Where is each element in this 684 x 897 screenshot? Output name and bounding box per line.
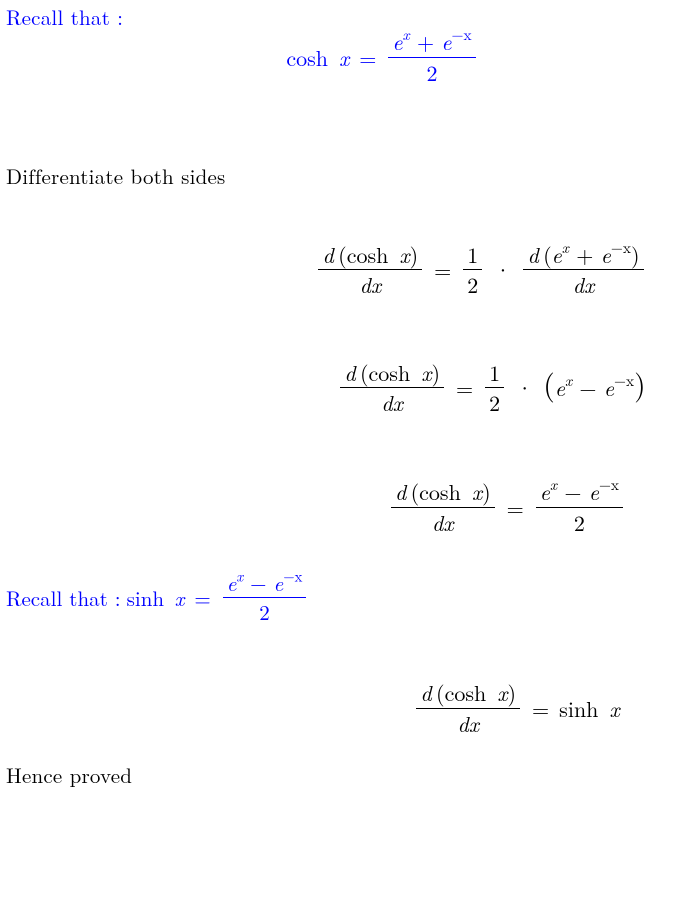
lhs-sinh-x: sinh x bbox=[127, 583, 185, 613]
vspace-1 bbox=[6, 85, 678, 163]
paren-diff: (ex − e−x) bbox=[543, 372, 645, 403]
vspace-4 bbox=[6, 415, 678, 479]
diff-both-sides: Differentiate both sides bbox=[6, 163, 678, 190]
rhs-sinh-x: sinh x bbox=[559, 693, 619, 724]
eq-step1: d (cosh x) dx = 1 2 · d (ex + e−x) dx bbox=[6, 242, 678, 298]
half-2: 1 2 bbox=[485, 360, 504, 416]
recall-sinh: Recall that : sinh x = ex − e−x 2 bbox=[6, 571, 678, 624]
frac-cosh-def: ex + e−x 2 bbox=[388, 29, 475, 85]
vspace-3 bbox=[6, 298, 678, 360]
eq-step3: d (cosh x) dx = ex − e−x 2 bbox=[6, 479, 678, 535]
page: Recall that : cosh x = ex + e−x 2 Differ… bbox=[0, 0, 684, 795]
equals: = bbox=[355, 42, 380, 73]
dfrac-sum: d (ex + e−x) dx bbox=[523, 242, 643, 298]
half-1: 1 2 bbox=[463, 242, 482, 298]
lhs-cosh-x: cosh x bbox=[286, 42, 349, 73]
equals-final: = bbox=[528, 693, 553, 724]
eq-def-cosh: cosh x = ex + e−x 2 bbox=[6, 29, 678, 85]
eq-final: d (cosh x) dx = sinh x bbox=[6, 680, 678, 736]
vspace-5 bbox=[6, 535, 678, 571]
frac-sinh-def: ex − e−x 2 bbox=[223, 571, 307, 624]
equals-sinh: = bbox=[190, 583, 214, 613]
equals-1: = bbox=[430, 254, 455, 285]
cdot-2: · bbox=[512, 372, 537, 403]
dfrac-cosh-4: d (cosh x) dx bbox=[416, 680, 520, 736]
eq-step2: d (cosh x) dx = 1 2 · (ex − e−x) bbox=[6, 360, 678, 416]
frac-diff-2: ex − e−x 2 bbox=[536, 479, 623, 535]
recall-label-2: Recall that : bbox=[6, 583, 121, 613]
dfrac-cosh-2: d (cosh x) dx bbox=[340, 360, 444, 416]
equals-2: = bbox=[452, 372, 477, 403]
equals-3: = bbox=[503, 492, 528, 523]
hence-proved: Hence proved bbox=[6, 762, 678, 789]
recall-label-1: Recall that : bbox=[6, 4, 678, 31]
dfrac-cosh-1: d (cosh x) dx bbox=[318, 242, 422, 298]
vspace-6 bbox=[6, 624, 678, 680]
cdot-1: · bbox=[490, 254, 515, 285]
vspace-2 bbox=[6, 190, 678, 242]
vspace-7 bbox=[6, 736, 678, 762]
dfrac-cosh-3: d (cosh x) dx bbox=[391, 479, 495, 535]
